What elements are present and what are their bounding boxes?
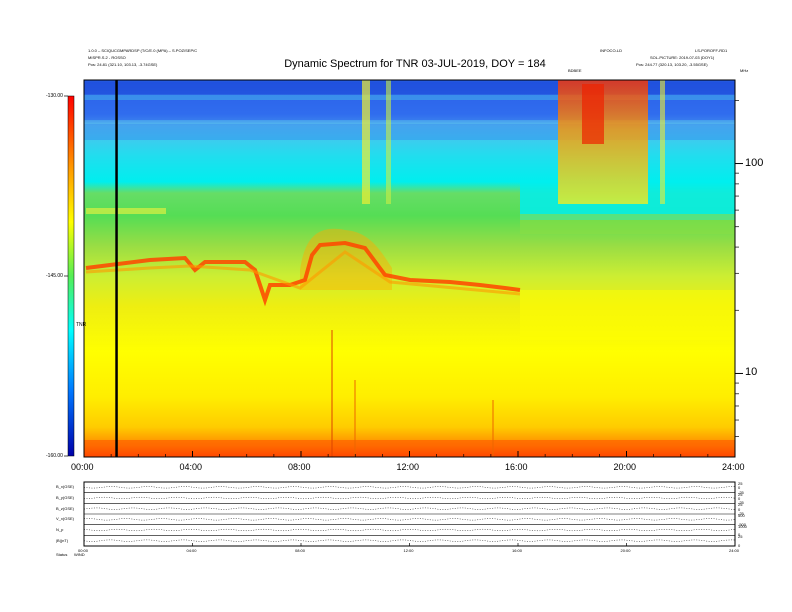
burst-core	[582, 84, 604, 144]
panel-trace	[83, 486, 735, 489]
header-left-line3: Pos: 24.81 (321.10, 103.13, -3.74GSE)	[88, 62, 158, 67]
header-right-top-a: INFOCO-LD	[600, 48, 622, 53]
header-right-small: BDBEE	[568, 68, 582, 73]
x-tick-label: 00:00	[71, 462, 94, 472]
red-ridge	[85, 240, 521, 307]
header-left-line2: MISPR.S.2 - ROSSO	[88, 55, 126, 60]
panel-x-tick-label: 24:00	[729, 548, 740, 553]
header-right-line3: Pos: 244.77 (320.13, 103.20, -3.55GSE)	[636, 62, 708, 67]
orange-ridge	[85, 250, 521, 296]
panel-x-tick-label: 04:00	[186, 548, 197, 553]
header-right-line2: SOL-PICTURE: 2019-07-03 (DOY1)	[650, 55, 715, 60]
x-tick-label: 24:00	[722, 462, 745, 472]
colorbar	[67, 95, 75, 457]
x-tick-label: 16:00	[505, 462, 528, 472]
panel-x-tick-label: 08:00	[295, 548, 306, 553]
panel-trace	[83, 507, 736, 510]
panel-label: N_p	[56, 527, 64, 532]
panel-trace	[83, 496, 736, 500]
y-tick-label: 10	[745, 366, 758, 379]
panel-right-tick: 0	[738, 496, 741, 501]
x-tick-label: 12:00	[396, 462, 420, 472]
bottom-red-band	[84, 440, 735, 457]
panel-right-tick: 0	[738, 485, 741, 491]
panel-right-tick: 0	[738, 543, 741, 548]
footer-label: Status	[56, 552, 68, 557]
header-left-line1: 1.0.0 – SCIQUCGMPARDSP (T/C/E.0 (MPA) – …	[88, 48, 198, 53]
colorbar-tick-label: -160.00	[46, 453, 63, 459]
panel-x-tick-label: 12:00	[403, 548, 414, 553]
panel-right-tick: -25	[738, 489, 744, 495]
panel-trace	[83, 518, 736, 521]
y-tick-label: 100	[745, 156, 764, 169]
yellow-shift	[520, 290, 735, 340]
panel-label: B_z(GSE)	[56, 505, 75, 511]
panel-right-tick: 25	[738, 502, 743, 508]
panel-x-tick-label: 16:00	[512, 548, 523, 553]
panel-right-tick: 25	[738, 534, 743, 540]
panel-x-tick-label: 20:00	[620, 548, 631, 553]
x-tick-label: 20:00	[613, 462, 637, 472]
panel-right-tick: -500	[738, 521, 747, 527]
panel-right-tick: -25	[738, 511, 744, 516]
panel-label: B_y(GSE)	[56, 495, 75, 500]
panel-label: |B|(nT)	[56, 537, 69, 543]
x-tick-label: 04:00	[179, 462, 203, 472]
green-transition	[520, 214, 735, 234]
band-light-1	[84, 95, 735, 100]
panel-right-tick: 0	[738, 532, 741, 538]
panel-trace	[83, 539, 736, 542]
early-band	[86, 208, 166, 214]
x-tick-label: 08:00	[288, 462, 311, 472]
panel-right-tick: -25	[738, 500, 744, 506]
panel-right-tick: 0	[738, 506, 741, 512]
colorbar-tick-label: -130.00	[46, 93, 63, 99]
burst-streak-1	[362, 80, 370, 204]
header-right-top-b: LS-POROFF-RD1	[695, 48, 728, 53]
panel-trace	[83, 528, 736, 532]
panel-right-tick: 500	[738, 513, 745, 518]
chart-title: Dynamic Spectrum for TNR 03-JUL-2019, DO…	[284, 58, 546, 70]
panel-right-tick: 25	[738, 481, 743, 486]
panel-right-tick: 1000	[738, 523, 747, 529]
header-right-edge: MHz	[740, 68, 749, 73]
panel-label: B_x(GSE)	[56, 484, 75, 490]
panel-right-tick: 25	[738, 491, 743, 497]
panel-x-tick-label: 00:00	[78, 548, 89, 553]
colorbar-tick-label: -145.00	[46, 273, 63, 279]
footer-value: WIND	[74, 552, 85, 557]
colorbar-label: TNR	[76, 322, 87, 328]
burst-streak-3	[660, 80, 665, 204]
burst-streak-2	[386, 80, 391, 204]
panel-label: V_x(GSE)	[56, 516, 75, 522]
